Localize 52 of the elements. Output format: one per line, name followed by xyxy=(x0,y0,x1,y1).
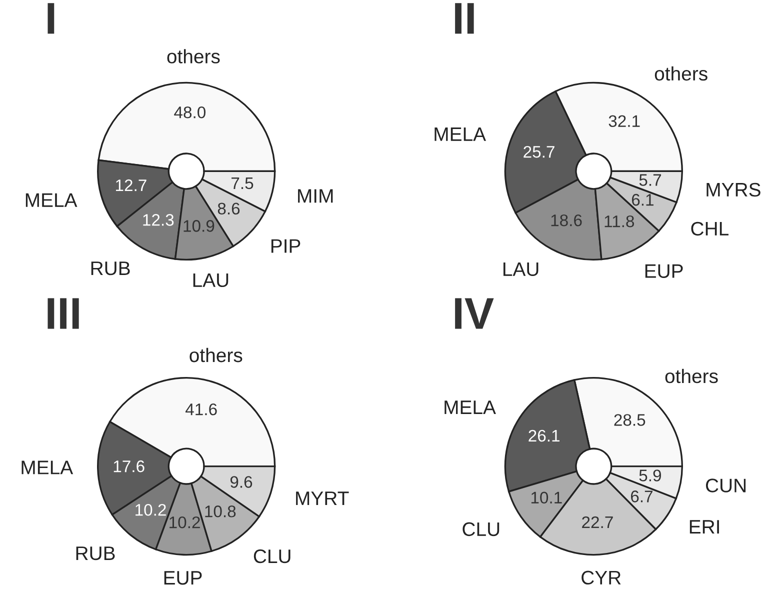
slice-label: MELA xyxy=(434,128,486,141)
data-label: 25.7 xyxy=(524,146,554,158)
slice-label: others xyxy=(654,66,708,81)
data-label: 8.6 xyxy=(218,202,240,215)
data-label: 26.1 xyxy=(528,430,560,442)
chart-title: I xyxy=(48,3,54,34)
data-label: 32.1 xyxy=(608,115,640,128)
slice-label: EUP xyxy=(645,264,683,278)
chart-title: III xyxy=(48,298,79,329)
slice-label: MELA xyxy=(22,460,74,474)
data-label: 6.7 xyxy=(631,490,652,502)
data-label: 10.8 xyxy=(205,506,236,518)
chart-title: II xyxy=(455,3,474,34)
slice-label: CLU xyxy=(254,549,290,564)
data-label: 10.1 xyxy=(531,492,562,504)
data-label: 48.0 xyxy=(174,106,206,118)
data-label: 6.1 xyxy=(632,194,654,206)
data-label: 10.2 xyxy=(170,516,200,528)
chart-title: IV xyxy=(455,298,494,329)
slice-label: RUB xyxy=(91,262,130,276)
data-label: 17.6 xyxy=(114,460,144,472)
slice-label: others xyxy=(665,368,718,384)
data-label: 22.7 xyxy=(582,516,613,528)
slice-label: MIM xyxy=(298,189,333,203)
slice-label: LAU xyxy=(503,262,538,276)
slice-label: others xyxy=(190,348,242,362)
slice-label: LAU xyxy=(193,273,228,288)
data-label: 5.9 xyxy=(639,470,661,482)
slice-label: MELA xyxy=(26,193,78,207)
data-label: 28.5 xyxy=(614,414,646,426)
slice-label: CUN xyxy=(706,478,746,492)
slice-label: PIP xyxy=(271,239,300,253)
data-label: 12.7 xyxy=(116,179,146,192)
slice-label: CYR xyxy=(582,570,621,585)
slice-label: RUB xyxy=(76,546,115,560)
slice-label: CHL xyxy=(691,222,728,236)
slice-label: ERI xyxy=(690,520,719,534)
slice-label: MYRT xyxy=(296,492,349,505)
slice-label: others xyxy=(167,49,220,64)
data-label: 12.3 xyxy=(143,214,174,226)
data-label: 5.7 xyxy=(639,174,662,186)
slice-label: MELA xyxy=(444,400,496,414)
slice-label: EUP xyxy=(164,571,202,585)
data-label: 11.8 xyxy=(604,215,634,228)
data-label: 10.9 xyxy=(184,220,214,232)
slice-label: MYRS xyxy=(706,182,760,197)
data-label: 10.2 xyxy=(136,504,166,516)
slice-label: CLU xyxy=(462,522,500,536)
data-label: 41.6 xyxy=(186,403,217,416)
data-label: 9.6 xyxy=(230,476,252,488)
data-label: 18.6 xyxy=(551,214,582,226)
data-label: 7.5 xyxy=(232,177,254,190)
